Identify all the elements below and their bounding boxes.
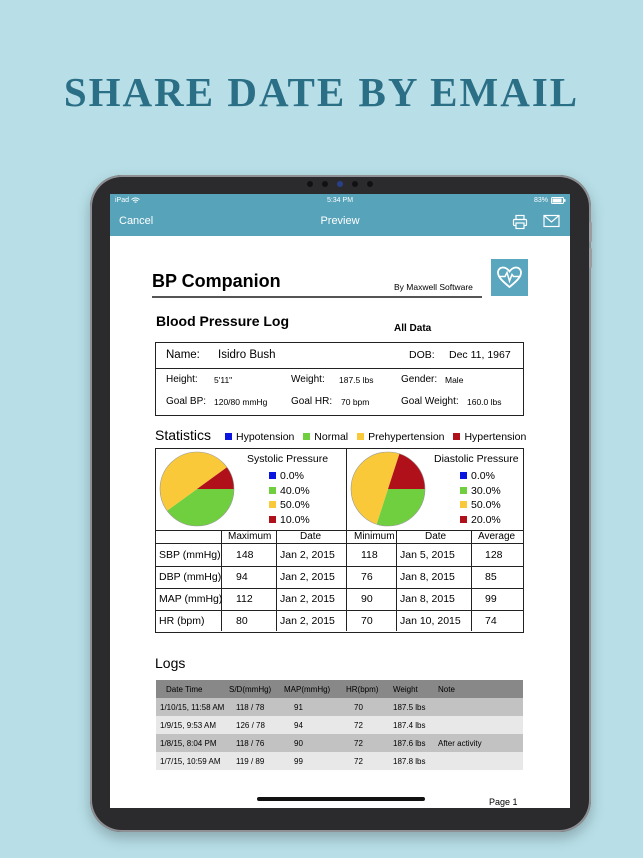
header-average: Average [478,531,516,542]
title-underline [152,296,482,298]
log-row: 1/8/15, 8:04 PM 118 / 76 90 72 187.6 lbs… [156,734,523,752]
systolic-pie-outline [159,451,235,527]
header-minimum: Minimum [354,531,395,542]
diastolic-title: Diastolic Pressure [434,453,519,465]
camera-dot [337,181,343,187]
diastolic-pie-chart [350,451,426,527]
stats-col-divider [471,531,472,631]
stats-col-divider [396,531,397,631]
page-number: Page 1 [489,797,518,807]
status-bar: iPad 5:34 PM 83% [110,194,570,208]
legend-item-normal: Normal [303,431,348,443]
log-row: 1/10/15, 11:58 AM 118 / 78 91 70 187.5 l… [156,698,523,716]
mail-icon[interactable] [543,214,560,228]
legend-item-hypotension: Hypotension [225,431,294,443]
legend-item-prehypertension: Prehypertension [357,431,445,443]
systolic-pie-slice-3 [197,467,234,489]
diastolic-pct-prehypertension: 50.0% [460,498,501,513]
printer-icon[interactable] [512,214,528,230]
goal-weight-label: Goal Weight: [401,396,459,407]
data-scope: All Data [394,323,432,334]
report-byline: By Maxwell Software [394,282,473,292]
home-indicator[interactable] [257,797,425,801]
stats-col-divider [276,531,277,631]
weight-value: 187.5 lbs [339,375,374,385]
systolic-pct-normal: 40.0% [269,484,310,499]
stats-row-divider [156,530,523,531]
info-divider [156,368,523,369]
carrier-label: iPad [115,197,130,204]
volume-up-button [589,222,592,242]
stats-row-divider [156,566,523,567]
logs-header: Date Time S/D(mmHg) MAP(mmHg) HR(bpm) We… [156,680,523,698]
systolic-title: Systolic Pressure [247,453,329,465]
legend: Hypotension Normal Prehypertension Hyper… [225,431,526,443]
diastolic-pct-normal: 30.0% [460,484,501,499]
stats-row-divider [156,588,523,589]
diastolic-pct-hypertension: 20.0% [460,513,501,528]
log-row: 1/9/15, 9:53 AM 126 / 78 94 72 187.4 lbs [156,716,523,734]
dob-label: DOB: [409,349,435,361]
log-row: 1/7/15, 10:59 AM 119 / 89 99 72 187.8 lb… [156,752,523,770]
diastolic-pct-hypotension: 0.0% [460,469,501,484]
volume-down-button [589,248,592,268]
height-value: 5'11" [214,375,233,385]
statistics-table [155,448,524,633]
systolic-pct-prehypertension: 50.0% [269,498,310,513]
legend-item-hypertension: Hypertension [453,431,526,443]
diastolic-legend: 0.0% 30.0% 50.0% 20.0% [460,469,501,528]
clock: 5:34 PM [326,197,354,204]
header-max-date: Date [300,531,322,542]
height-label: Height: [166,374,198,385]
systolic-pct-hypotension: 0.0% [269,469,310,484]
goal-hr-value: 70 bpm [341,397,370,407]
diastolic-pie-slice-1 [376,489,425,526]
stats-row-divider [156,610,523,611]
gender-value: Male [445,375,464,385]
cancel-button[interactable]: Cancel [119,215,154,227]
sensor-dot [307,181,313,187]
diastolic-pie-outline [350,451,426,527]
nav-title: Preview [320,215,360,227]
systolic-pie-chart [159,451,235,527]
sensor-dot [352,181,358,187]
report-app-title: BP Companion [152,271,281,291]
nav-bar: Cancel Preview [110,208,570,236]
weight-label: Weight: [291,374,325,385]
heart-pulse-icon [491,259,528,296]
patient-name: Isidro Bush [218,349,276,361]
battery-percent: 83% [534,197,549,204]
systolic-legend: 0.0% 40.0% 50.0% 10.0% [269,469,310,528]
stats-row-divider [156,543,523,544]
battery-icon [551,197,566,204]
patient-info-box [155,342,524,416]
diastolic-pie-slice-3 [388,453,425,489]
goal-hr-label: Goal HR: [291,396,333,407]
statistics-title: Statistics [155,427,212,443]
sensor-dot [322,181,328,187]
headline: SHARE DATE BY EMAIL [63,69,580,115]
diastolic-pie-slice-2 [351,452,400,525]
wifi-icon [131,197,140,203]
gender-label: Gender: [401,374,438,385]
stats-col-divider [346,449,347,631]
goal-bp-value: 120/80 mmHg [214,397,268,407]
sensor-dot [367,181,373,187]
stats-col-divider [221,531,222,631]
goal-weight-value: 160.0 lbs [467,397,502,407]
section-title: Blood Pressure Log [156,313,290,329]
header-maximum: Maximum [228,531,272,542]
logs-title: Logs [155,655,186,671]
systolic-pie-slice-1 [167,489,234,526]
name-label: Name: [166,349,200,361]
systolic-pct-hypertension: 10.0% [269,513,310,528]
goal-bp-label: Goal BP: [166,396,207,407]
header-min-date: Date [425,531,447,542]
dob-value: Dec 11, 1967 [449,349,511,361]
systolic-pie-slice-2 [160,452,227,511]
